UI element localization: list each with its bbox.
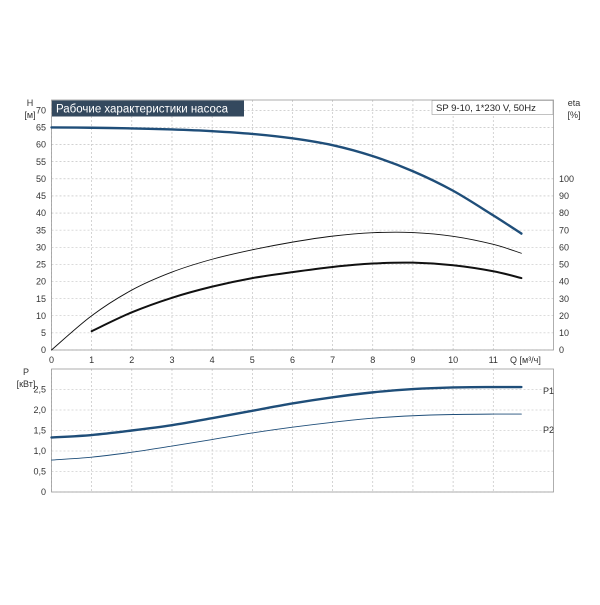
power-series-label-1: P2 [543,425,554,435]
x-tick-label: 3 [169,355,174,365]
top-right-tick-label: 60 [559,242,569,252]
x-tick-label: 4 [210,355,215,365]
x-tick-label: 5 [250,355,255,365]
x-axis-label: Q [м³/ч] [510,355,541,365]
top-left-tick-label: 70 [36,105,46,115]
x-tick-label: 11 [489,355,498,365]
model-label: SP 9-10, 1*230 V, 50Hz [436,103,536,114]
top-left-tick-label: 65 [36,123,46,133]
bottom-left-tick-label: 2,5 [33,385,46,395]
x-tick-label: 7 [330,355,335,365]
top-series-line-2 [90,261,523,333]
left-axis-label: H [27,98,34,108]
top-series-line-1 [51,231,522,351]
top-left-tick-label: 15 [36,294,46,304]
top-left-tick-label: 30 [36,242,46,252]
top-left-tick-label: 10 [36,311,46,321]
power-series-label-0: P1 [543,386,554,396]
top-left-tick-label: 20 [36,277,46,287]
top-left-tick-label: 5 [41,328,46,338]
top-right-tick-label: 0 [559,345,564,355]
x-tick-label: 2 [129,355,134,365]
top-right-tick-label: 70 [559,225,569,235]
top-left-tick-label: 40 [36,208,46,218]
chart-title: Рабочие характеристики насоса [56,104,229,116]
model-label-box [431,100,554,115]
power-series-line-0 [50,385,523,439]
bottom-plot-frame [51,368,554,493]
top-left-tick-label: 35 [36,225,46,235]
bottom-left-tick-label: 1,5 [33,426,46,436]
bottom-left-tick-label: 1,0 [33,446,46,456]
bottom-left-tick-label: 0 [41,487,46,497]
top-right-tick-label: 20 [559,311,569,321]
power-axis-label: P [23,367,29,377]
top-right-tick-label: 10 [559,328,569,338]
x-tick-label: 9 [410,355,415,365]
top-left-tick-label: 45 [36,191,46,201]
top-right-tick-label: 50 [559,260,569,270]
top-right-tick-label: 80 [559,208,569,218]
bottom-left-tick-label: 0,5 [33,467,46,477]
top-left-tick-label: 60 [36,140,46,150]
top-right-tick-label: 90 [559,191,569,201]
top-series-line-0 [50,126,523,235]
x-tick-label: 10 [448,355,458,365]
top-plot-frame [51,99,554,351]
x-tick-label: 6 [290,355,295,365]
x-tick-label: 0 [49,355,54,365]
bottom-left-tick-label: 2,0 [33,405,46,415]
right-axis-label: eta [568,98,581,108]
top-right-tick-label: 30 [559,294,569,304]
top-left-tick-label: 25 [36,260,46,270]
top-right-tick-label: 100 [559,174,574,184]
top-left-tick-label: 0 [41,345,46,355]
top-right-tick-label: 40 [559,277,569,287]
top-left-tick-label: 50 [36,174,46,184]
x-tick-label: 8 [370,355,375,365]
right-axis-unit: [%] [567,110,580,120]
chart-title-box [52,100,244,117]
top-left-tick-label: 55 [36,157,46,167]
x-tick-label: 1 [89,355,94,365]
power-series-line-1 [51,413,522,461]
left-axis-unit: [м] [24,110,35,120]
power-axis-unit: [кВт] [17,379,36,389]
